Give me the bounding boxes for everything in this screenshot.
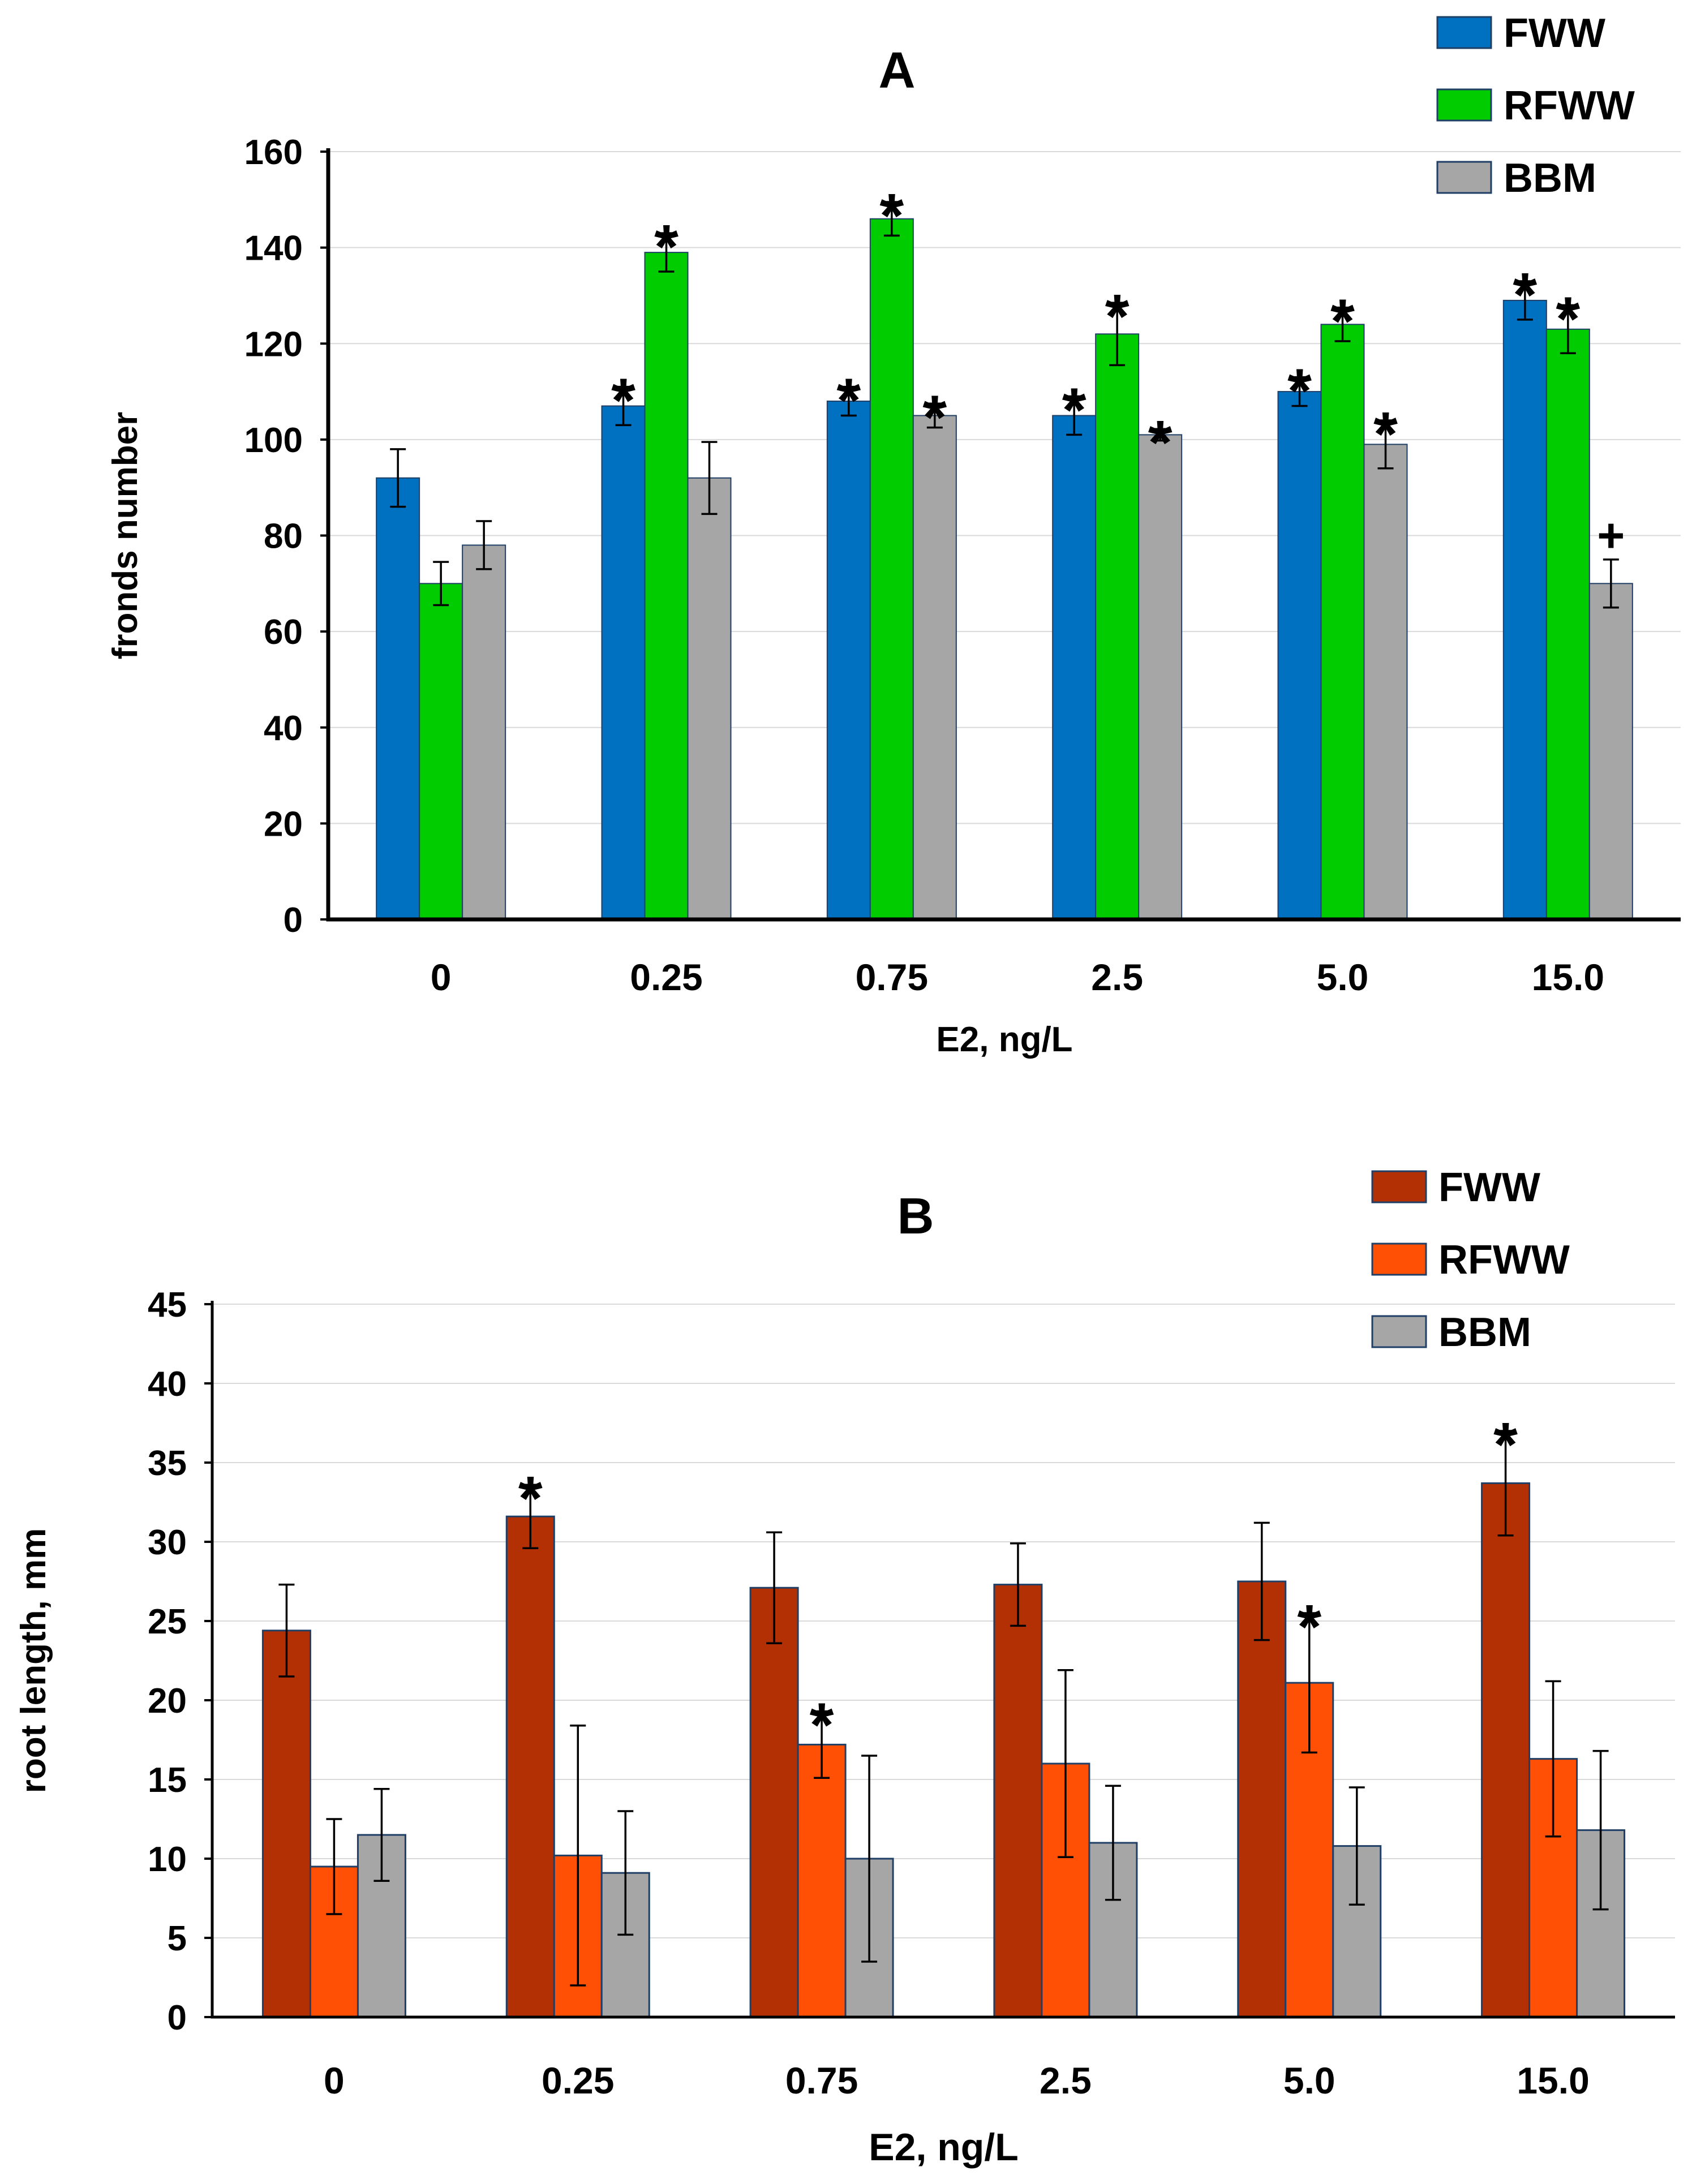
y-tick-label: 0: [168, 1998, 187, 2037]
x-tick-label: 5.0: [1283, 2060, 1335, 2101]
bar-fww-0: [376, 477, 420, 920]
significance-mark: *: [518, 1464, 543, 1533]
legend-label-fww: FWW: [1438, 1165, 1540, 1210]
chart-title: B: [897, 1188, 934, 1245]
bar-fww-5: [1481, 1482, 1531, 2018]
y-tick-label: 10: [148, 1840, 187, 1879]
bar-bbm-1: [687, 477, 732, 920]
x-tick-label: 15.0: [1532, 956, 1604, 998]
legend: FWW RFWW BBM: [1371, 1165, 1570, 1355]
x-tick-label: 0.75: [856, 956, 928, 998]
y-tick-label: 20: [148, 1682, 187, 1721]
legend-swatch-rfww: [1436, 88, 1492, 122]
y-tick-label: 25: [148, 1602, 187, 1641]
y-tick-label: 100: [244, 421, 303, 460]
significance-mark: *: [1330, 287, 1355, 356]
x-tick-label: 2.5: [1040, 2060, 1092, 2101]
significance-mark: *: [1493, 1410, 1518, 1480]
legend-swatch-bbm: [1371, 1315, 1427, 1348]
chart-title: A: [879, 42, 916, 99]
legend-label-bbm: BBM: [1504, 156, 1596, 201]
x-tick-label: 0.25: [542, 2060, 614, 2101]
significance-mark: *: [836, 366, 861, 436]
y-tick-label: 120: [244, 325, 303, 364]
x-tick-label: 2.5: [1091, 956, 1143, 998]
y-tick-label: 45: [148, 1286, 187, 1325]
chart-panel-a: 0 20 40 60 80 100 120 140 160 * * * * * * * * * * * * * +0 0.25…: [106, 11, 1681, 1059]
chart-panel-b: 0 5 10 15 20 25 30 35 40 45 * * * * 0 0.25 0.75 2.5 5.0 15.…: [14, 1165, 1675, 2169]
x-tick-label: 0.75: [785, 2060, 858, 2101]
y-tick-label: 0: [284, 901, 303, 940]
bar-fww-3: [1052, 415, 1097, 920]
bar-fww-5: [1502, 299, 1547, 921]
significance-mark: *: [810, 1691, 834, 1760]
significance-mark: +: [1597, 509, 1625, 562]
y-tick-label: 160: [244, 133, 303, 172]
bar-fww-0: [261, 1630, 311, 2018]
x-tick-label: 5.0: [1317, 956, 1369, 998]
significance-mark: *: [1105, 282, 1130, 351]
bar-fww-2: [749, 1587, 799, 2018]
bar-fww-3: [993, 1584, 1043, 2018]
significance-mark: *: [1556, 284, 1580, 354]
bar-bbm-0: [462, 544, 506, 920]
y-tick-label: 20: [264, 805, 303, 844]
significance-mark: *: [611, 366, 635, 436]
significance-mark: *: [1373, 399, 1398, 469]
legend-swatch-fww: [1371, 1170, 1427, 1203]
bar-fww-4: [1277, 391, 1322, 920]
y-tick-label: 140: [244, 229, 303, 268]
legend-label-bbm: BBM: [1438, 1310, 1531, 1355]
bar-bbm-4: [1363, 444, 1408, 920]
y-tick-label: 35: [148, 1444, 187, 1483]
significance-mark: *: [1287, 356, 1312, 426]
bar-rfww-3: [1095, 333, 1140, 920]
significance-mark: *: [1297, 1592, 1321, 1662]
x-axis-label: E2, ng/L: [869, 2126, 1018, 2169]
significance-mark: *: [1062, 376, 1087, 445]
y-tick-label: 80: [264, 517, 303, 556]
bar-bbm-2: [912, 415, 957, 920]
y-axis-label: root length, mm: [14, 1528, 53, 1793]
bar-rfww-4: [1320, 324, 1365, 921]
bar-bbm-3: [1138, 434, 1183, 920]
legend-swatch-bbm: [1436, 161, 1492, 194]
significance-mark: *: [1513, 260, 1537, 330]
bar-bbm-5: [1588, 583, 1633, 920]
y-axis-label: fronds number: [106, 412, 145, 659]
x-tick-label: 0.25: [630, 956, 702, 998]
bar-fww-4: [1237, 1580, 1287, 2018]
y-tick-label: 30: [148, 1523, 187, 1562]
legend: FWW RFWW BBM: [1436, 11, 1635, 201]
y-tick-label: 15: [148, 1761, 187, 1800]
bar-fww-1: [505, 1515, 555, 2018]
x-tick-label: 0: [324, 2060, 345, 2101]
legend-swatch-fww: [1436, 16, 1492, 49]
legend-swatch-rfww: [1371, 1243, 1427, 1276]
bar-rfww-0: [419, 583, 463, 920]
bar-rfww-2: [797, 1743, 847, 2018]
significance-mark: *: [654, 212, 678, 282]
legend-label-fww: FWW: [1504, 11, 1605, 56]
bar-fww-2: [826, 401, 871, 920]
x-axis-label: E2, ng/L: [936, 1020, 1072, 1059]
y-tick-label: 5: [168, 1919, 187, 1958]
x-tick-label: 15.0: [1517, 2060, 1589, 2101]
legend-label-rfww: RFWW: [1438, 1237, 1570, 1283]
x-tick-label: 0: [431, 956, 452, 998]
y-tick-label: 60: [264, 613, 303, 652]
significance-mark: *: [922, 382, 947, 452]
y-tick-label: 40: [148, 1365, 187, 1404]
significance-mark: *: [879, 181, 904, 251]
y-tick-label: 40: [264, 709, 303, 748]
bar-fww-1: [601, 405, 646, 920]
bar-rfww-2: [869, 218, 914, 920]
legend-label-rfww: RFWW: [1504, 83, 1635, 128]
bar-rfww-1: [644, 252, 689, 921]
bar-rfww-5: [1545, 328, 1590, 920]
significance-mark: *: [1148, 408, 1173, 478]
